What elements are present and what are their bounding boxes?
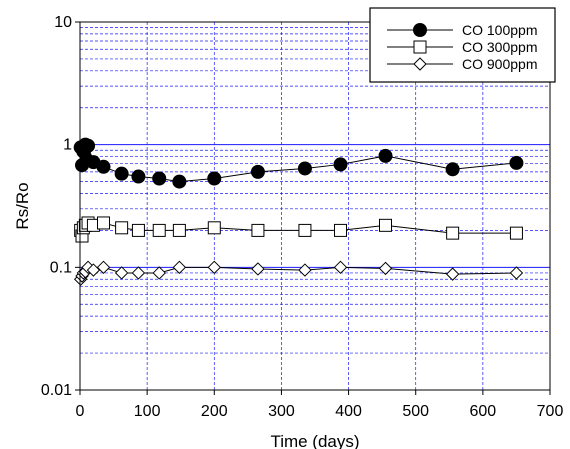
plot-area xyxy=(80,22,550,390)
data-point xyxy=(298,263,312,277)
data-point xyxy=(333,157,348,172)
data-point xyxy=(334,223,348,237)
data-point xyxy=(152,266,166,280)
data-point xyxy=(96,260,111,275)
data-point xyxy=(509,266,524,280)
y-tick-label: 1 xyxy=(63,137,72,154)
series-1 xyxy=(74,216,523,243)
data-point xyxy=(509,155,524,170)
data-point xyxy=(96,159,111,174)
data-point xyxy=(251,223,265,237)
x-tick-label: 100 xyxy=(134,403,161,420)
data-point xyxy=(446,226,460,240)
x-tick-label: 300 xyxy=(268,403,295,420)
data-point xyxy=(445,267,460,281)
series-layer xyxy=(73,137,524,286)
data-point xyxy=(172,223,186,237)
x-tick-label: 200 xyxy=(201,403,228,420)
data-point xyxy=(152,171,167,186)
data-point xyxy=(250,164,265,179)
x-tick-label: 0 xyxy=(76,403,85,420)
data-point xyxy=(115,221,129,235)
data-point xyxy=(207,171,222,186)
plot-frame xyxy=(79,21,551,391)
data-point xyxy=(114,166,129,181)
x-axis-label: Time (days) xyxy=(270,432,359,449)
data-point xyxy=(378,148,393,163)
data-point xyxy=(297,161,312,176)
data-point xyxy=(509,226,523,240)
legend-box xyxy=(369,7,556,83)
legend-marker xyxy=(413,23,427,37)
legend-label: CO 100ppm xyxy=(462,22,537,38)
data-point xyxy=(81,138,96,153)
data-point xyxy=(172,260,187,275)
data-point xyxy=(114,266,129,280)
legend-marker xyxy=(413,57,427,71)
y-axis-label: Rs/Ro xyxy=(13,182,32,229)
x-tick-label: 400 xyxy=(335,403,362,420)
data-point xyxy=(207,260,221,275)
data-point xyxy=(379,218,392,232)
legend-label: CO 900ppm xyxy=(462,56,537,72)
data-point xyxy=(131,169,146,184)
x-tick-label: 500 xyxy=(402,403,429,420)
data-point xyxy=(333,260,348,275)
data-point xyxy=(131,223,145,237)
x-tick-label: 600 xyxy=(470,403,497,420)
data-point xyxy=(378,261,393,276)
data-point xyxy=(207,221,221,235)
y-tick-label: 0.01 xyxy=(41,382,72,399)
data-point xyxy=(152,223,166,237)
data-point xyxy=(445,162,460,177)
data-point xyxy=(97,216,110,230)
y-tick-label: 10 xyxy=(54,14,72,31)
data-point xyxy=(86,263,101,277)
series-2 xyxy=(73,260,524,286)
series-0 xyxy=(73,137,524,189)
data-point xyxy=(251,262,265,276)
data-point xyxy=(172,174,187,189)
y-tick-label: 0.1 xyxy=(50,259,72,276)
legend-marker xyxy=(413,40,427,54)
data-point xyxy=(298,223,312,237)
legend-label: CO 300ppm xyxy=(462,39,537,55)
data-point xyxy=(131,266,146,280)
x-tick-label: 700 xyxy=(537,403,564,420)
